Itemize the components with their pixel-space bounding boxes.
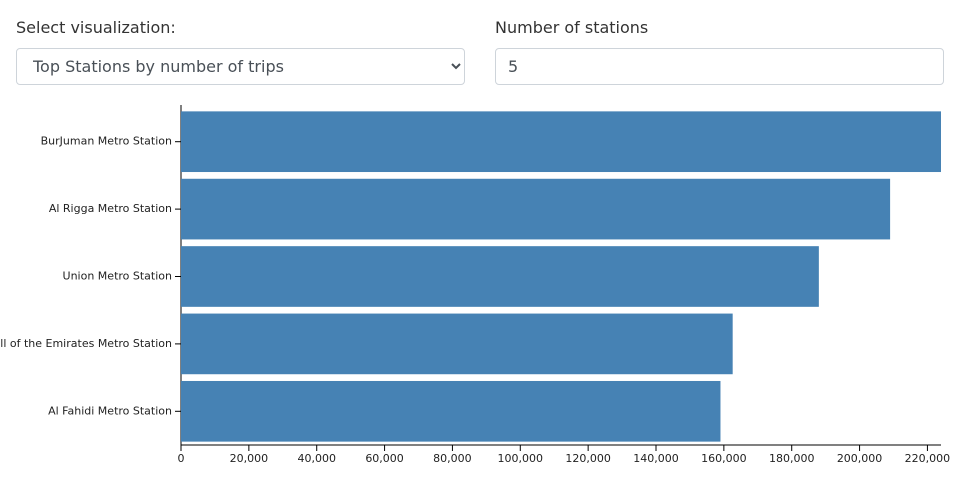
x-tick-label: 60,000: [365, 452, 404, 465]
x-tick-label: 100,000: [498, 452, 544, 465]
x-tick-label: 140,000: [633, 452, 679, 465]
x-tick-label: 120,000: [565, 452, 611, 465]
y-tick-label: Mall of the Emirates Metro Station: [0, 337, 172, 350]
bar: [181, 380, 721, 442]
y-tick-label: Al Rigga Metro Station: [49, 202, 172, 215]
bar: [181, 246, 819, 307]
y-tick-label: Al Fahidi Metro Station: [48, 404, 172, 417]
x-tick-label: 180,000: [769, 452, 815, 465]
stations-label: Number of stations: [495, 18, 649, 37]
visualization-label: Select visualization:: [16, 18, 176, 37]
y-tick-label: BurJuman Metro Station: [41, 135, 172, 148]
x-tick-label: 0: [178, 452, 185, 465]
visualization-select[interactable]: Top Stations by number of trips: [16, 48, 465, 85]
bar: [181, 313, 733, 375]
y-tick-label: Union Metro Station: [63, 270, 172, 283]
x-tick-label: 160,000: [701, 452, 747, 465]
stations-input[interactable]: 5: [495, 48, 944, 85]
x-tick-label: 20,000: [230, 452, 269, 465]
bar: [181, 111, 941, 173]
x-tick-label: 40,000: [297, 452, 336, 465]
x-tick-label: 200,000: [837, 452, 883, 465]
bar: [181, 178, 891, 240]
x-tick-label: 80,000: [433, 452, 472, 465]
x-tick-label: 220,000: [905, 452, 951, 465]
